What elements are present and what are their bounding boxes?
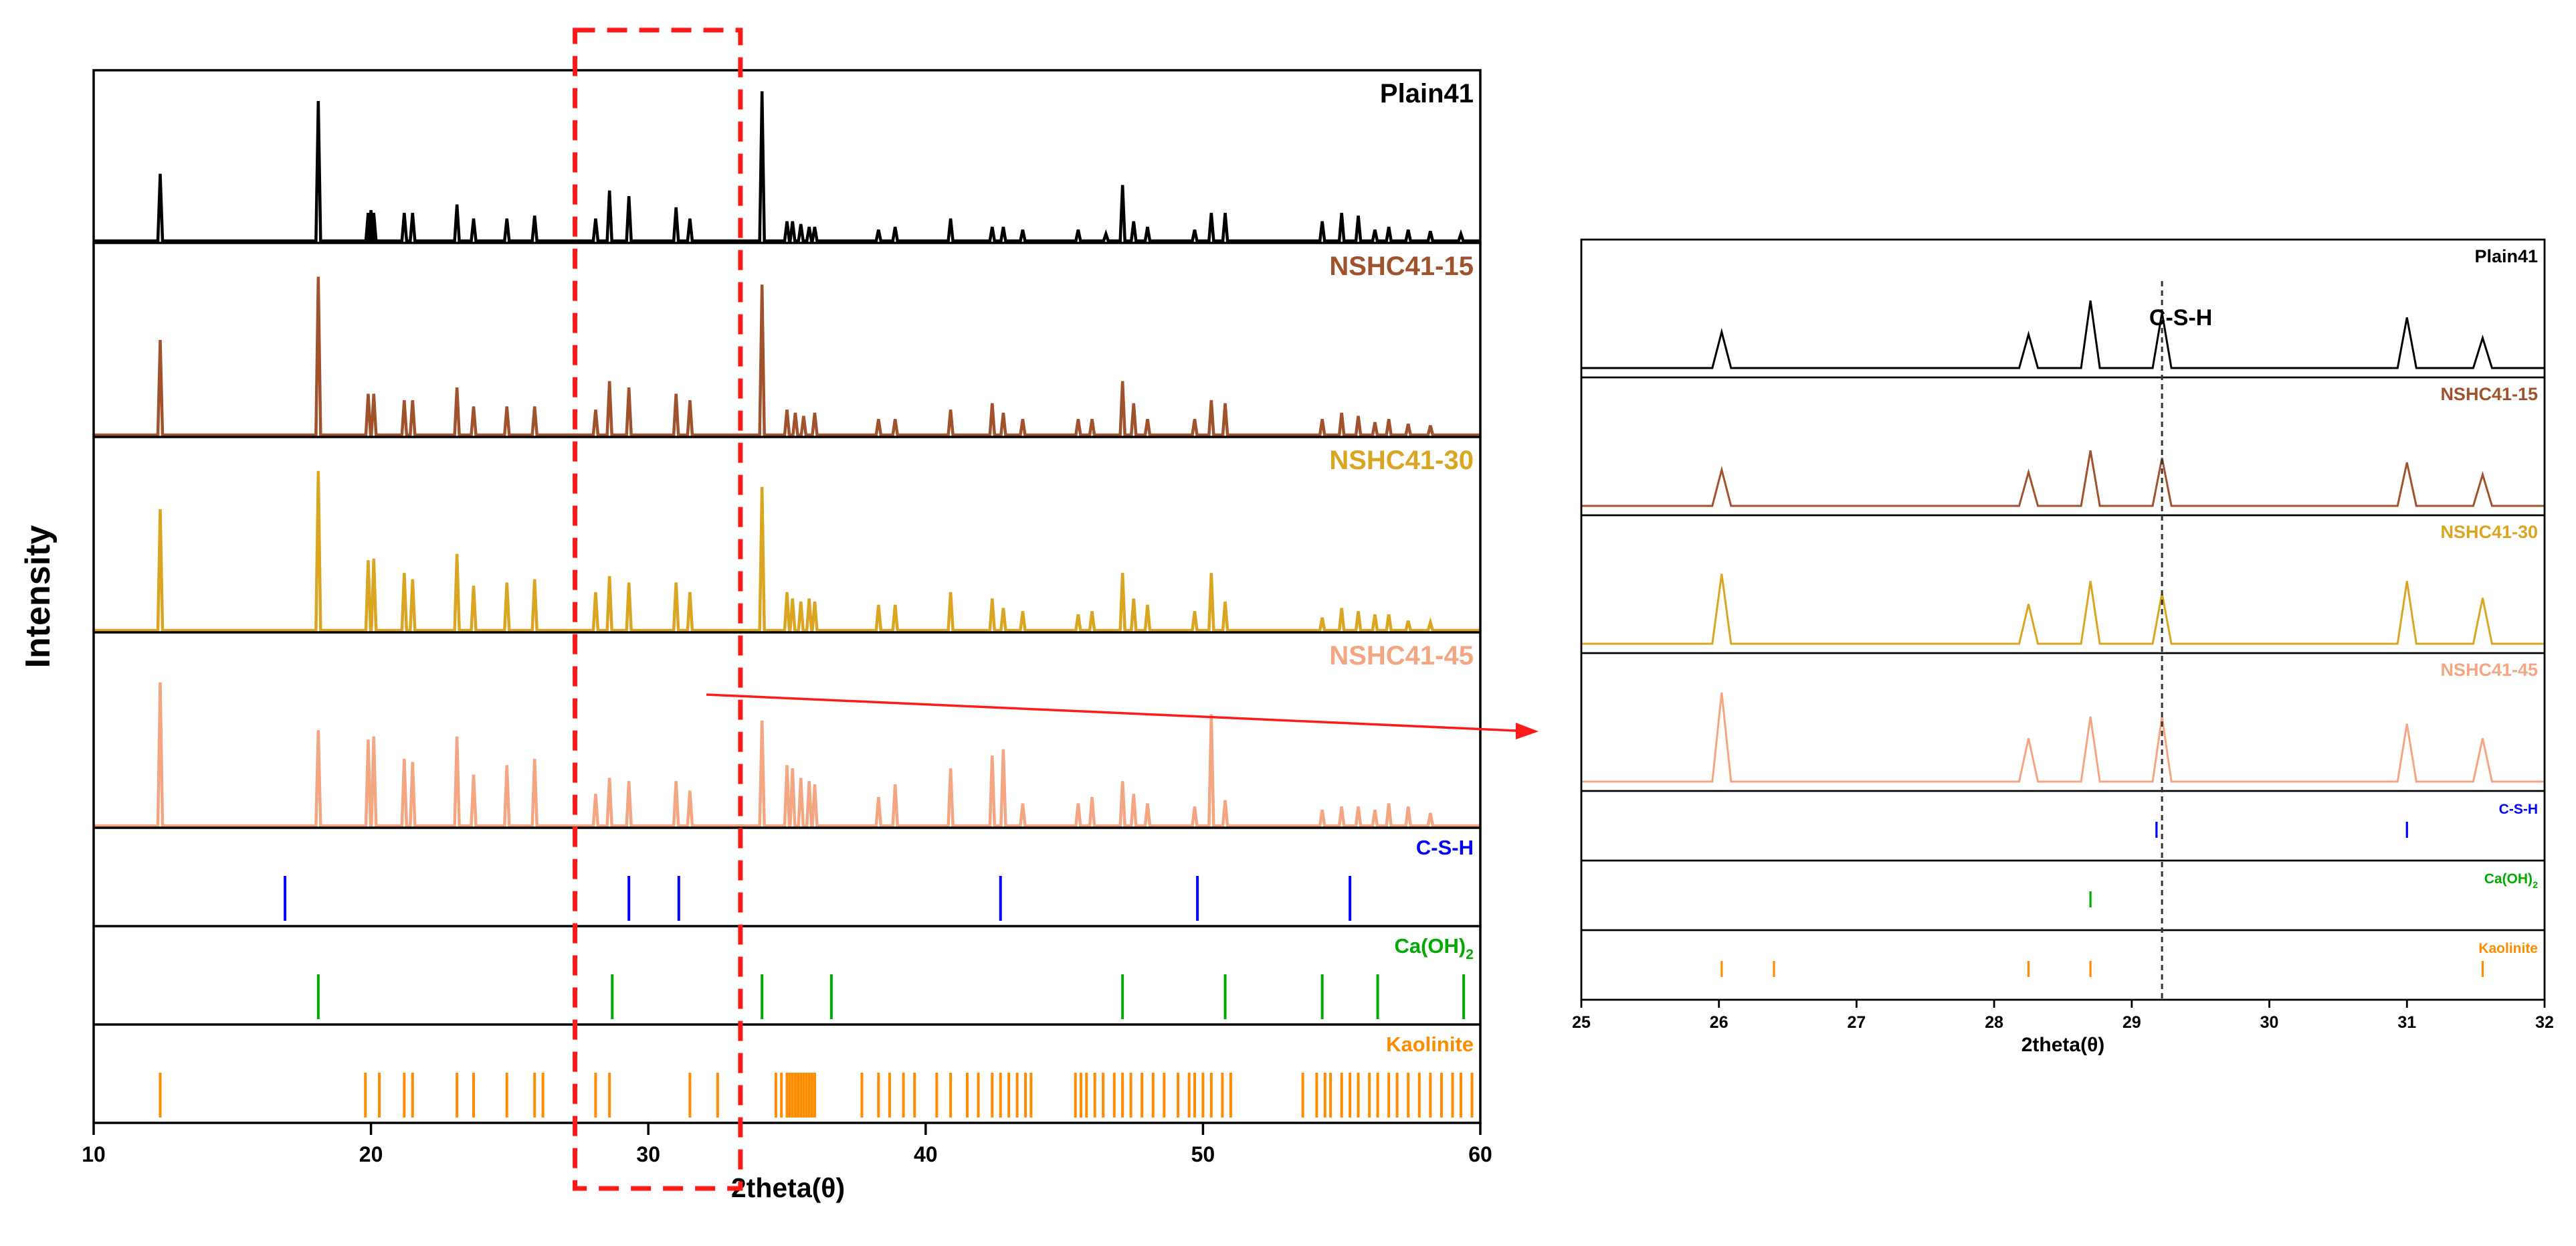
main-x-tick-label: 30 xyxy=(636,1142,660,1166)
main-ca-oh-2-label-subscript: 2 xyxy=(1466,947,1474,962)
zoom-nshc41-15-label: NSHC41-15 xyxy=(2440,384,2538,404)
zoom-region-highlight-box xyxy=(573,27,743,1191)
zoom-x-tick-label: 28 xyxy=(1985,1013,2003,1032)
zoom-x-tick-label: 31 xyxy=(2397,1013,2416,1032)
zoom-nshc41-45-label: NSHC41-45 xyxy=(2440,660,2538,680)
zoom-kaolinite-label: Kaolinite xyxy=(2478,941,2538,956)
zoom-arrow-head xyxy=(1516,723,1539,739)
zoom-plain41-label: Plain41 xyxy=(2474,246,2538,266)
zoom-x-tick-label: 30 xyxy=(2260,1013,2279,1032)
main-nshc41-30-pattern-line xyxy=(94,470,1480,632)
zoom-c-s-h-label: C-S-H xyxy=(2499,802,2538,817)
main-xrd-chart: Plain41 NSHC41-15 NSHC41-30 NSHC41-45 C-S-H C… xyxy=(19,69,1492,1203)
main-nshc41-45-label: NSHC41-45 xyxy=(1329,641,1474,671)
main-ca-oh-2-label: Ca(OH)2 xyxy=(1394,934,1474,962)
zoom-x-tick-label: 25 xyxy=(1572,1013,1591,1032)
main-nshc41-15-label: NSHC41-15 xyxy=(1329,252,1474,281)
zoom-frame xyxy=(1580,238,2546,1001)
zoom-csh-annotation: C-S-H xyxy=(2149,305,2212,331)
zoom-xrd-chart: Plain41 NSHC41-15 NSHC41-30 NSHC41-45 C-S-H C… xyxy=(1572,238,2554,1056)
main-kaolinite-label: Kaolinite xyxy=(1386,1033,1474,1056)
zoom-nshc41-15-pattern-line xyxy=(1581,450,2545,507)
main-plain41-label: Plain41 xyxy=(1380,79,1474,108)
zoom-x-tick-label: 26 xyxy=(1710,1013,1728,1032)
main-x-tick-label: 10 xyxy=(82,1142,106,1166)
zoom-x-axis-label: 2theta(θ) xyxy=(2021,1034,2105,1056)
main-plain41-pattern-line xyxy=(94,91,1480,243)
main-x-tick-label: 40 xyxy=(914,1142,938,1166)
main-x-tick-label: 50 xyxy=(1191,1142,1215,1166)
zoom-nshc41-30-pattern-line xyxy=(1581,573,2545,645)
zoom-plain41-pattern-line xyxy=(1581,300,2545,369)
overlay-annotations: C-S-H xyxy=(573,27,2212,1191)
main-nshc41-15-pattern-line xyxy=(94,276,1480,437)
zoom-ca-oh-2-label: Ca(OH)2 xyxy=(2484,871,2538,891)
main-c-s-h-label: C-S-H xyxy=(1416,836,1474,859)
main-x-tick-label: 60 xyxy=(1468,1142,1492,1166)
zoom-nshc41-30-label: NSHC41-30 xyxy=(2440,522,2538,542)
main-nshc41-45-pattern-line xyxy=(94,682,1480,828)
main-nshc41-30-label: NSHC41-30 xyxy=(1329,446,1474,475)
zoom-x-tick-label: 27 xyxy=(1848,1013,1866,1032)
zoom-x-tick-label: 29 xyxy=(2122,1013,2141,1032)
zoom-arrow-line xyxy=(706,693,1518,732)
main-frame xyxy=(92,69,1482,1124)
main-x-tick-label: 20 xyxy=(359,1142,383,1166)
zoom-nshc41-45-pattern-line xyxy=(1581,692,2545,783)
main-y-axis-label: Intensity xyxy=(19,525,58,669)
zoom-ca-oh-2-label-subscript: 2 xyxy=(2533,880,2538,891)
main-x-axis-label: 2theta(θ) xyxy=(731,1172,845,1203)
zoom-x-tick-label: 32 xyxy=(2535,1013,2554,1032)
